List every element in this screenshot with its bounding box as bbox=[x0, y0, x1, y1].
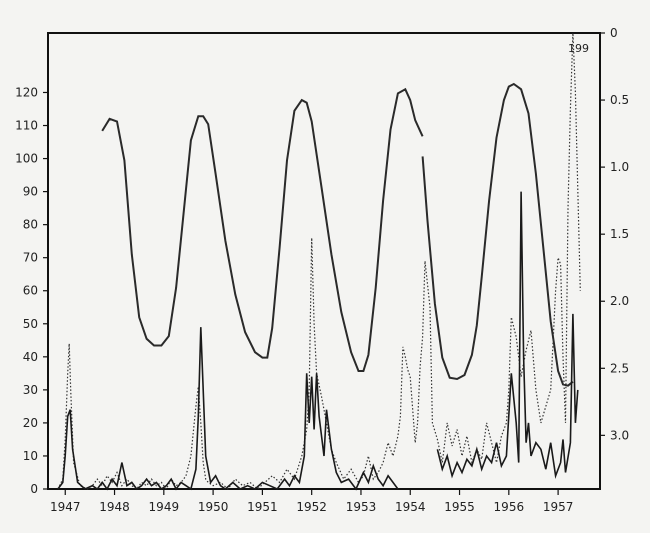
y-right-tick-label: 2.5 bbox=[610, 361, 629, 375]
series-line-2 bbox=[57, 327, 399, 491]
y-left-tick-label: 50 bbox=[23, 317, 38, 331]
y-left-tick-label: 60 bbox=[23, 284, 38, 298]
y-left-tick-label: 100 bbox=[15, 152, 38, 166]
x-tick-label: 1951 bbox=[247, 500, 278, 514]
series-line-0-seg1 bbox=[421, 82, 574, 387]
x-tick-label: 1948 bbox=[99, 500, 130, 514]
y-left-tick-label: 30 bbox=[23, 383, 38, 397]
y-left-tick-label: 70 bbox=[23, 251, 38, 265]
annotation-label: 199 bbox=[568, 42, 589, 55]
y-left-tick-label: 110 bbox=[15, 119, 38, 133]
plot-border bbox=[47, 32, 601, 490]
series-line-0-seg0 bbox=[101, 87, 424, 372]
y-right-tick-label: 1.0 bbox=[610, 160, 629, 174]
series-layer bbox=[57, 32, 581, 491]
x-tick-label: 1954 bbox=[395, 500, 426, 514]
y-right-tick-label: 0 bbox=[610, 26, 618, 40]
y-left-tick-label: 10 bbox=[23, 449, 38, 463]
x-tick-label: 1947 bbox=[50, 500, 81, 514]
y-right-tick-label: 1.5 bbox=[610, 227, 629, 241]
y-right-tick-label: 2.0 bbox=[610, 294, 629, 308]
series-line-3 bbox=[436, 191, 579, 479]
y-right-tick-label: 3.0 bbox=[610, 428, 629, 442]
y-left-tick-label: 120 bbox=[15, 85, 38, 99]
y-left-tick-label: 80 bbox=[23, 218, 38, 232]
y-axis-right: 0 0.5 1.0 1.5 2.0 2.5 3.0 bbox=[600, 26, 629, 442]
x-tick-label: 1949 bbox=[149, 500, 180, 514]
x-tick-label: 1956 bbox=[494, 500, 525, 514]
y-axis-left: 0 10 20 30 40 50 60 70 80 90 100 110 120 bbox=[15, 85, 48, 496]
y-left-tick-label: 0 bbox=[30, 482, 38, 496]
y-right-tick-label: 0.5 bbox=[610, 93, 629, 107]
y-left-tick-label: 20 bbox=[23, 416, 38, 430]
x-tick-label: 1953 bbox=[346, 500, 377, 514]
y-left-tick-label: 40 bbox=[23, 350, 38, 364]
x-tick-label: 1950 bbox=[198, 500, 229, 514]
x-tick-label: 1952 bbox=[296, 500, 327, 514]
y-left-tick-label: 90 bbox=[23, 185, 38, 199]
x-tick-label: 1957 bbox=[543, 500, 574, 514]
x-tick-label: 1955 bbox=[444, 500, 475, 514]
series-line-1 bbox=[57, 32, 581, 491]
x-axis: 1947 1948 1949 1950 1951 1952 1953 1954 1955 1956… bbox=[50, 489, 573, 514]
plot-frame bbox=[47, 32, 601, 490]
